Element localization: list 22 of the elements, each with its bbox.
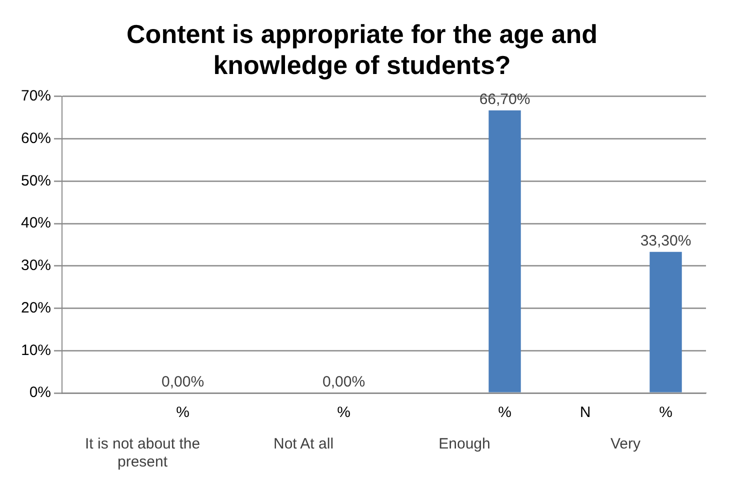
x-tick-label: N xyxy=(580,404,591,422)
text: Enough xyxy=(438,436,490,453)
data-label: 33,30% xyxy=(640,232,692,250)
data-label: 0,00% xyxy=(161,374,204,391)
x-tick-label: % xyxy=(659,404,672,422)
x-tick-label: % xyxy=(337,404,350,422)
chart-title: Content is appropriate for the age and knowledge of students? xyxy=(126,18,598,80)
y-tick-label: 40% xyxy=(20,214,52,232)
x-tick-label: % xyxy=(498,404,512,422)
y-tick-label: 30% xyxy=(20,257,52,274)
y-tick-label: 60% xyxy=(20,130,52,147)
y-tick-label: 70% xyxy=(20,88,52,105)
text: It is not about the present xyxy=(84,436,200,471)
data-label: 66,70% xyxy=(479,91,530,108)
y-tick-label: 10% xyxy=(20,342,52,359)
x-tick-label: % xyxy=(176,404,190,422)
y-tick-label: 20% xyxy=(20,299,52,316)
text: Not At all xyxy=(274,436,334,453)
text: Very xyxy=(610,436,642,453)
y-tick-label: 0% xyxy=(29,384,52,402)
data-label: 0,00% xyxy=(322,374,366,391)
y-tick-label: 50% xyxy=(20,172,52,190)
